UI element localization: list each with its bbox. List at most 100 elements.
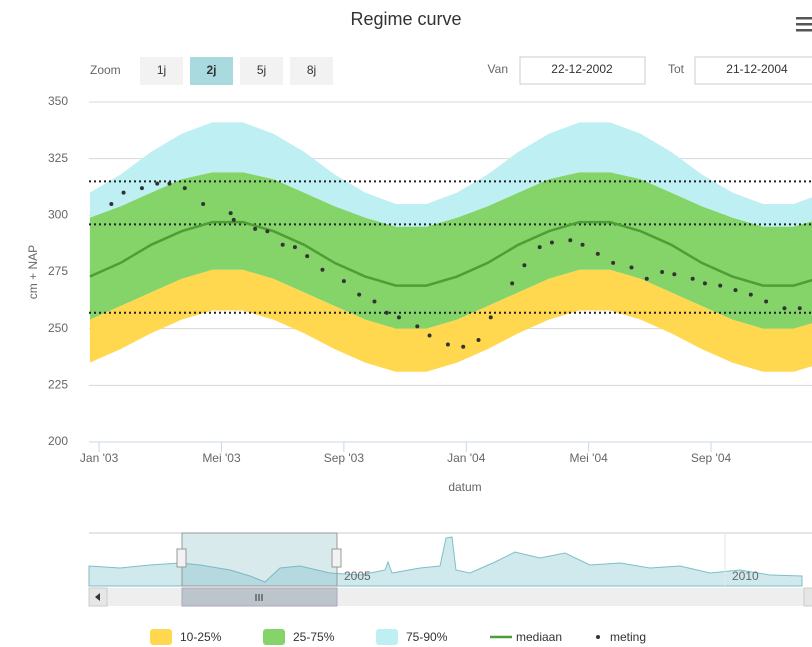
- band-area: [89, 269, 812, 372]
- legend-swatch: [150, 629, 172, 645]
- measurement-point: [510, 281, 515, 286]
- x-axis-title: datum: [448, 480, 481, 494]
- zoom-button[interactable]: [240, 57, 283, 85]
- from-label: Van: [488, 62, 508, 76]
- measurement-point: [764, 299, 769, 304]
- measurement-point: [320, 267, 325, 272]
- measurement-point: [341, 279, 346, 284]
- legend: 10-25% 25-75% 75-90% mediaan meting: [150, 629, 646, 645]
- legend-label[interactable]: mediaan: [516, 630, 562, 644]
- y-tick-label: 200: [48, 434, 68, 448]
- scrollbar-right-button[interactable]: [803, 587, 812, 607]
- zoom-button[interactable]: [290, 57, 333, 85]
- measurement-point: [253, 226, 258, 231]
- to-input[interactable]: [694, 56, 812, 85]
- zoom-button-label: 1j: [157, 63, 166, 77]
- measurement-point: [372, 299, 377, 304]
- y-tick-label: 325: [48, 151, 68, 165]
- measurement-point: [660, 270, 665, 274]
- measurement-point: [280, 242, 285, 247]
- measurement-point: [644, 276, 649, 281]
- measurement-point: [549, 240, 554, 245]
- y-axis-title: cm + NAP: [26, 245, 40, 299]
- measurement-point: [396, 315, 401, 320]
- navigator-label: 2005: [344, 569, 371, 583]
- measurement-point: [201, 202, 206, 206]
- legend-label[interactable]: 10-25%: [180, 630, 222, 644]
- measurement-point: [415, 324, 420, 329]
- measurement-point: [782, 306, 787, 311]
- measurement-point: [690, 276, 695, 281]
- measurement-point: [629, 265, 634, 270]
- legend-swatch: [376, 629, 398, 645]
- measurement-point: [445, 342, 450, 347]
- zoom-button[interactable]: [140, 57, 183, 85]
- measurement-point: [228, 211, 233, 216]
- navigator-handle[interactable]: [331, 548, 342, 568]
- zoom-button-label: 8j: [307, 63, 316, 77]
- plot-area: [89, 122, 812, 372]
- measurement-point: [155, 181, 160, 186]
- measurement-point: [537, 245, 542, 250]
- measurement-point: [733, 288, 738, 293]
- measurement-point: [384, 310, 389, 315]
- to-date: 21-12-2004: [726, 62, 788, 76]
- measurement-point: [718, 283, 723, 288]
- y-tick-label: 350: [48, 94, 68, 108]
- from-input[interactable]: [519, 56, 646, 85]
- x-tick-label: Sep '04: [691, 451, 732, 465]
- measurement-point: [522, 263, 527, 268]
- measurement-point: [292, 245, 297, 250]
- x-tick-label: Mei '04: [569, 451, 608, 465]
- zoom-label: Zoom: [90, 63, 121, 77]
- measurement-point: [488, 315, 493, 320]
- from-date: 22-12-2002: [551, 62, 613, 76]
- legend-swatch: [263, 629, 285, 645]
- menu-icon[interactable]: [796, 17, 812, 32]
- measurement-point: [580, 242, 585, 247]
- measurement-point: [357, 292, 362, 297]
- x-tick-label: Sep '03: [324, 451, 365, 465]
- legend-label[interactable]: meting: [610, 630, 646, 644]
- y-tick-label: 225: [48, 378, 68, 392]
- measurement-point: [702, 281, 707, 286]
- legend-dot: [596, 635, 600, 639]
- measurement-point: [427, 333, 432, 338]
- measurement-point: [672, 272, 677, 277]
- navigator: 2005 2010: [88, 532, 812, 607]
- navigator-series: [88, 536, 803, 587]
- measurement-point: [611, 260, 616, 265]
- measurement-point: [476, 338, 481, 342]
- navigator-label: 2010: [732, 569, 759, 583]
- measurement-point: [568, 238, 573, 243]
- y-tick-label: 300: [48, 208, 68, 222]
- measurement-point: [109, 202, 114, 206]
- navigator-handle[interactable]: [176, 548, 187, 568]
- measurement-point: [595, 251, 600, 256]
- legend-label[interactable]: 25-75%: [293, 630, 335, 644]
- measurement-point: [139, 186, 144, 191]
- measurement-point: [797, 306, 802, 311]
- legend-label[interactable]: 75-90%: [406, 630, 448, 644]
- y-tick-label: 275: [48, 264, 68, 278]
- measurement-point: [461, 344, 466, 349]
- scrollbar-arrow: [95, 593, 100, 601]
- measurement-point: [305, 254, 310, 259]
- band-area: [89, 172, 812, 329]
- measurement-point: [121, 190, 126, 195]
- measurement-point: [167, 181, 172, 186]
- x-tick-label: Jan '04: [447, 451, 486, 465]
- measurement-point: [748, 292, 753, 297]
- navigator-selection[interactable]: [181, 532, 338, 587]
- to-label: Tot: [668, 62, 685, 76]
- zoom-button[interactable]: [190, 57, 233, 85]
- y-tick-label: 250: [48, 321, 68, 335]
- x-tick-label: Jan '03: [80, 451, 119, 465]
- chart-title: Regime curve: [350, 9, 461, 29]
- median-line: [89, 220, 812, 287]
- band-area: [89, 122, 812, 227]
- scrollbar-grip: [255, 594, 263, 601]
- measurement-point: [182, 186, 187, 191]
- measurement-point: [265, 229, 270, 234]
